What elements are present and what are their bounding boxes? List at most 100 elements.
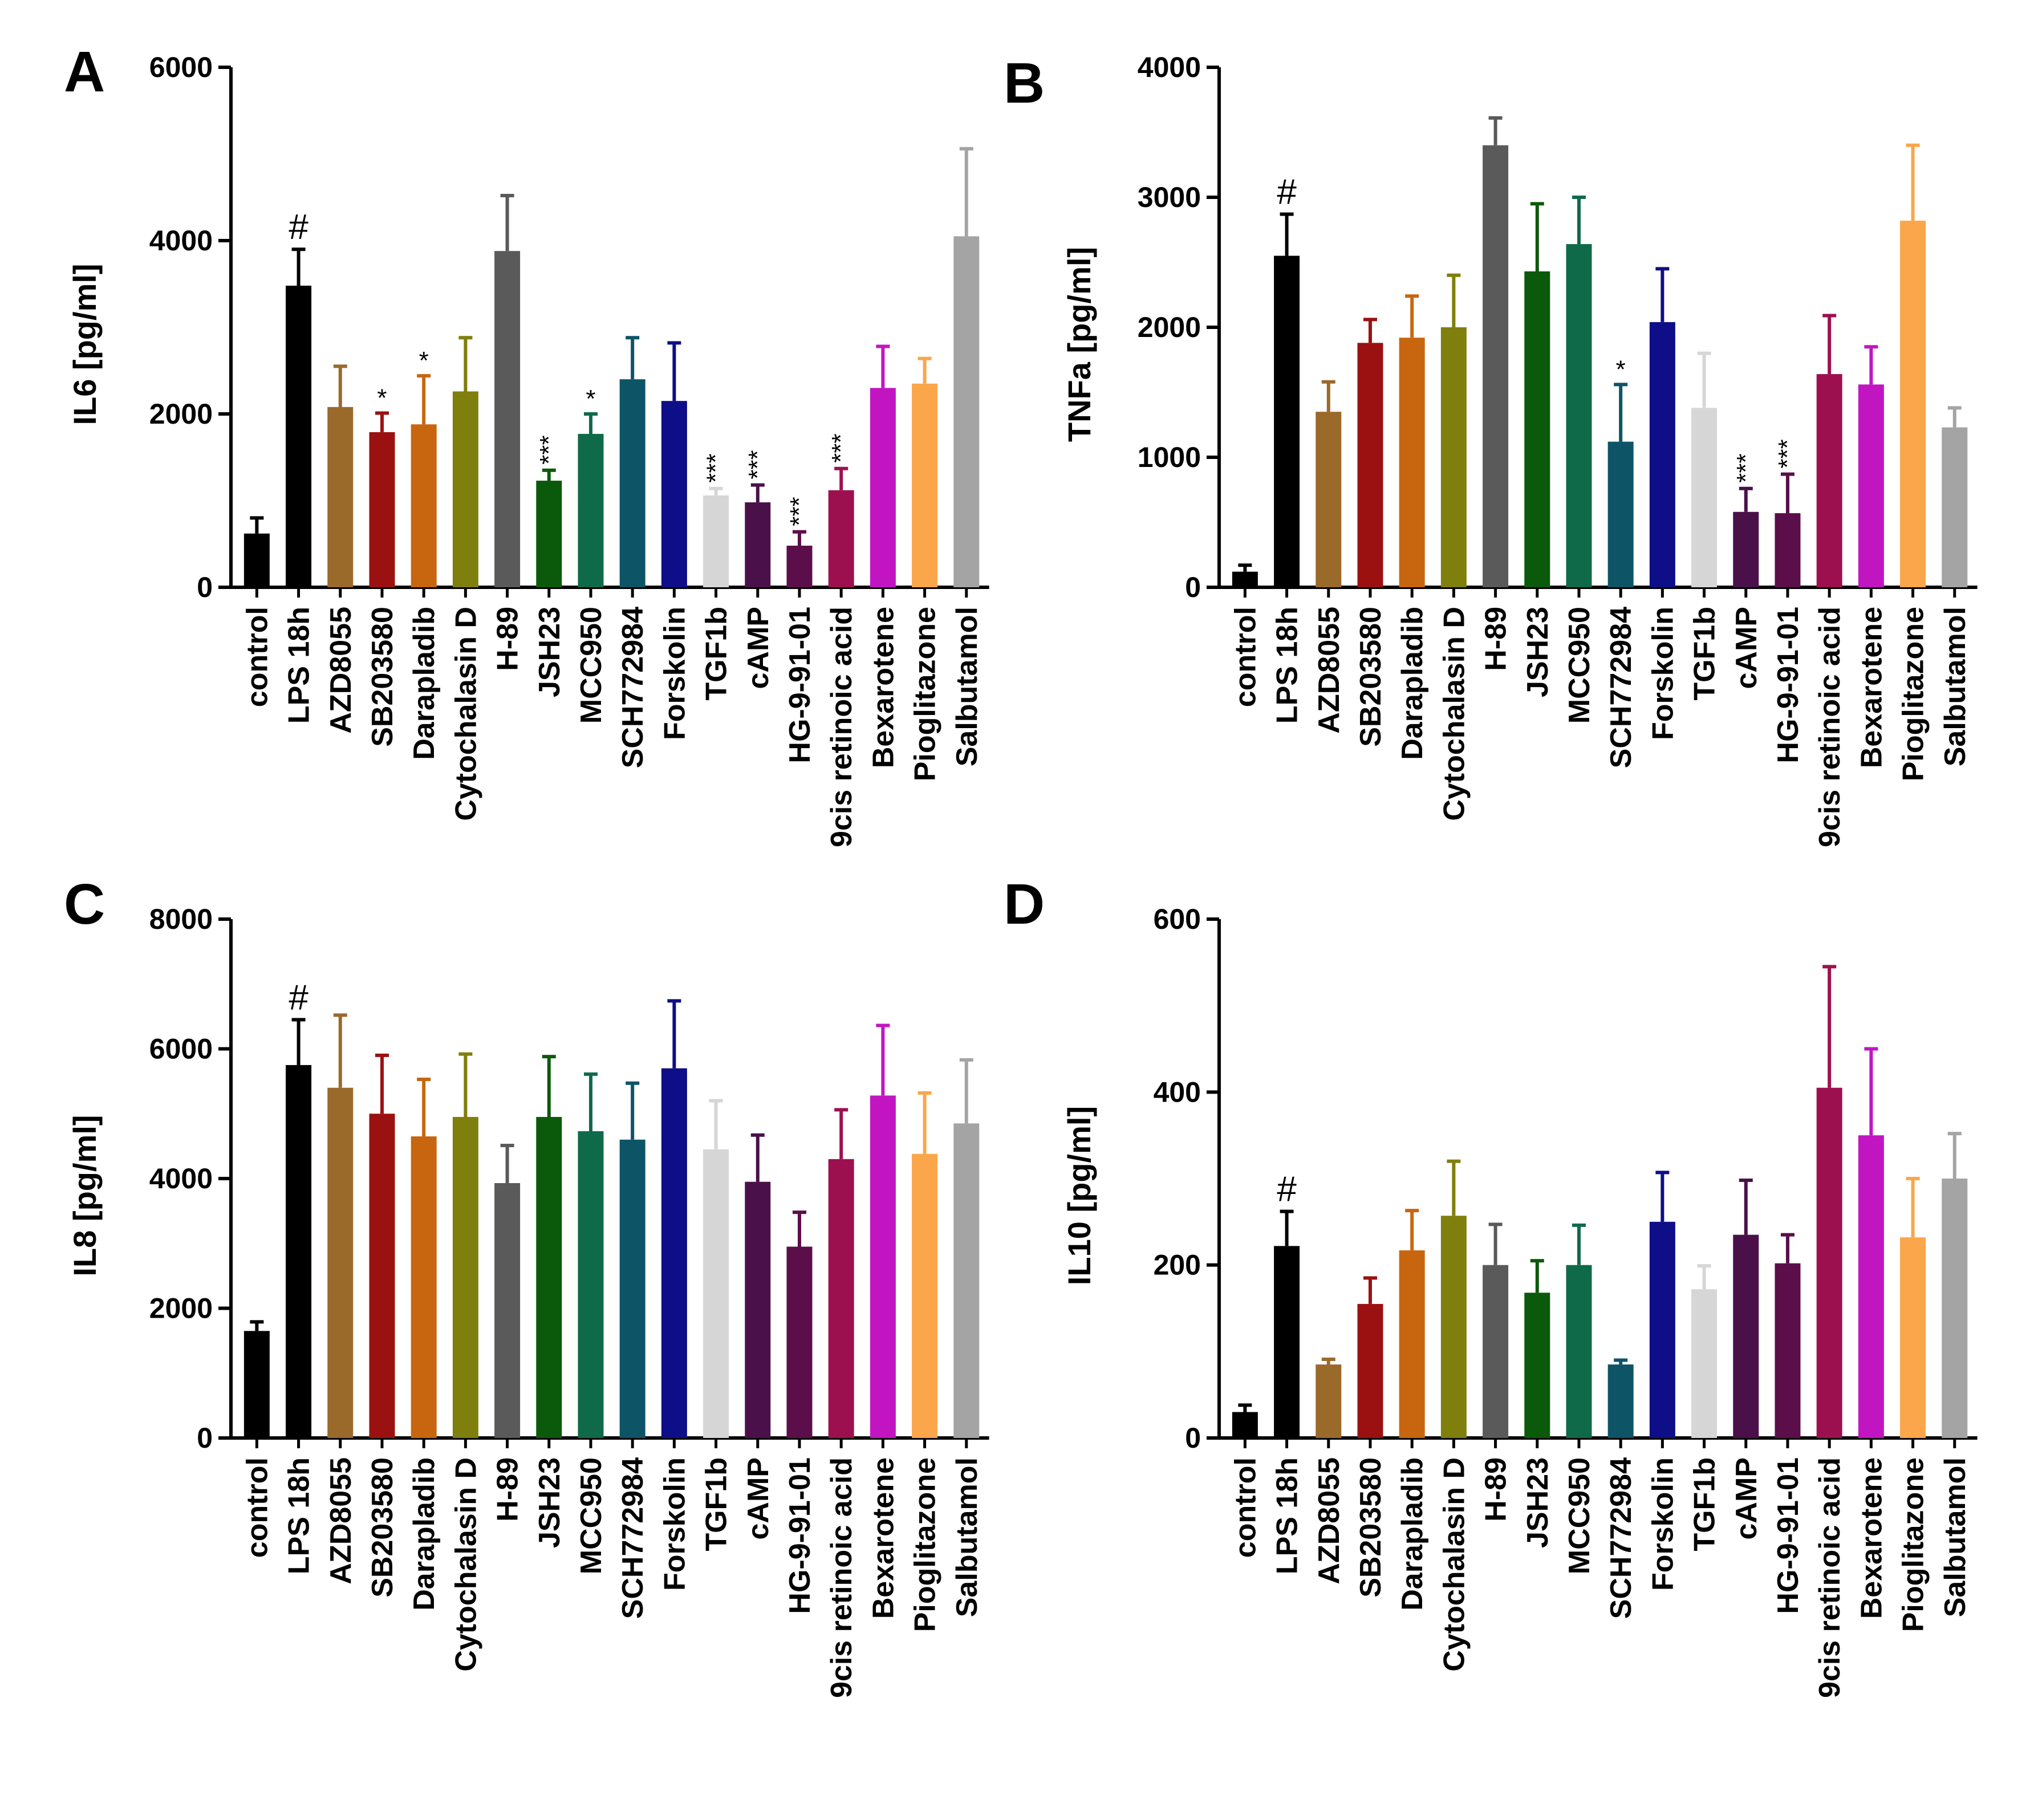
x-tick-label: Cytochalasin D (449, 607, 482, 821)
y-axis-title: IL10 [pg/ml] (1061, 1106, 1097, 1285)
x-tick-label: Bexarotene (1855, 607, 1888, 768)
bar-sb203580 (1357, 343, 1383, 587)
bar-mcc950 (578, 433, 604, 587)
x-tick-label: control (241, 607, 274, 707)
bar-tgf1b (1691, 1289, 1718, 1438)
bar-bexarotene (870, 1095, 896, 1438)
x-tick-label: Forskolin (1646, 607, 1679, 740)
y-tick-label: 600 (1154, 903, 1201, 935)
bar-9cis-retinoic-acid (828, 1159, 854, 1438)
chart-panel-d: D 0 200 400 600 IL10 [pg/ml] control LPS 18h # AZ… (1004, 872, 1978, 1698)
x-tick-label: Cytochalasin D (1438, 1457, 1471, 1672)
bar-control (243, 533, 270, 587)
bar-salbutamol (1942, 427, 1968, 587)
bar-darapladib (411, 1136, 437, 1438)
x-tick-label: SB203580 (1354, 1457, 1387, 1598)
x-tick-label: Salbutamol (951, 607, 984, 766)
bar-jsh23 (536, 1116, 562, 1438)
bar-cytochalasin-d (1440, 327, 1467, 587)
x-tick-label: Pioglitazone (909, 607, 942, 781)
y-tick-label: 4000 (1138, 51, 1201, 83)
bar-mcc950 (1566, 244, 1592, 588)
bar-tgf1b (1691, 408, 1718, 587)
x-tick-label: Forskolin (658, 1457, 691, 1591)
bar-sch772984 (1607, 441, 1634, 587)
bar-bexarotene (870, 388, 896, 587)
x-tick-label: SCH772984 (1605, 607, 1638, 768)
bar-salbutamol (1942, 1179, 1968, 1438)
bar-lps-18h (286, 286, 312, 587)
x-tick-label: SB203580 (366, 1457, 399, 1598)
bar-camp (1733, 511, 1759, 587)
y-axis-title: TNFa [pg/ml] (1061, 247, 1097, 442)
x-tick-label: H-89 (1480, 1457, 1513, 1522)
bar-jsh23 (1524, 1293, 1550, 1438)
x-tick-label: SB203580 (366, 607, 399, 747)
x-tick-label: H-89 (1480, 607, 1513, 671)
x-tick-label: control (1229, 607, 1262, 707)
x-tick-label: HG-9-91-01 (783, 1457, 817, 1614)
y-tick-label: 4000 (149, 1163, 213, 1195)
significance-marker: *** (702, 453, 730, 482)
bar-hg-9-91-01 (1775, 1263, 1801, 1438)
bar-sch772984 (1607, 1364, 1634, 1438)
bar-camp (745, 502, 771, 587)
bar-azd8055 (327, 407, 354, 587)
x-tick-label: Pioglitazone (1897, 607, 1930, 781)
bar-cytochalasin-d (1440, 1216, 1467, 1438)
bar-azd8055 (327, 1087, 354, 1438)
significance-marker: * (1616, 355, 1626, 383)
significance-marker: *** (1773, 439, 1801, 468)
significance-marker: # (1277, 173, 1297, 212)
bar-h-89 (494, 1183, 521, 1438)
bar-bexarotene (1858, 384, 1884, 587)
y-tick-label: 6000 (149, 51, 213, 83)
bar-lps-18h (1274, 255, 1300, 588)
bar-salbutamol (953, 1123, 980, 1438)
x-tick-label: LPS 18h (283, 1457, 316, 1574)
bar-pioglitazone (1900, 1237, 1926, 1438)
y-tick-label: 1000 (1138, 441, 1201, 473)
bar-sb203580 (369, 432, 395, 587)
bar-tgf1b (703, 495, 729, 587)
x-tick-label: HG-9-91-01 (1772, 607, 1805, 763)
bar-9cis-retinoic-acid (828, 490, 854, 587)
x-tick-label: SCH772984 (616, 1457, 649, 1619)
bar-forskolin (1649, 322, 1675, 587)
bar-jsh23 (1524, 271, 1550, 588)
x-tick-label: Forskolin (658, 607, 691, 740)
x-tick-label: JSH23 (533, 1457, 566, 1548)
bar-hg-9-91-01 (786, 546, 813, 587)
bar-lps-18h (286, 1065, 312, 1438)
bar-forskolin (1649, 1221, 1675, 1438)
x-tick-label: SB203580 (1354, 607, 1387, 747)
x-tick-label: HG-9-91-01 (783, 607, 817, 763)
x-tick-label: TGF1b (1688, 607, 1722, 701)
bar-lps-18h (1274, 1246, 1300, 1438)
x-tick-label: Pioglitazone (1897, 1457, 1930, 1632)
x-tick-label: Pioglitazone (909, 1457, 942, 1632)
bar-h-89 (1483, 1265, 1509, 1438)
bar-h-89 (1483, 145, 1509, 588)
significance-marker: *** (785, 497, 813, 526)
x-tick-label: MCC950 (1563, 1457, 1596, 1574)
x-tick-label: 9cis retinoic acid (825, 607, 858, 847)
x-tick-label: control (241, 1457, 274, 1558)
bar-forskolin (661, 1068, 687, 1438)
bar-control (1232, 571, 1258, 587)
y-tick-label: 0 (1185, 1422, 1201, 1454)
y-tick-label: 3000 (1138, 181, 1201, 213)
x-tick-label: JSH23 (1521, 607, 1554, 697)
bar-pioglitazone (1900, 221, 1926, 587)
y-tick-label: 0 (197, 571, 213, 603)
chart-panel-b: B 0 1000 2000 3000 4000 TNFa [pg/ml] control LPS… (1004, 51, 1978, 847)
y-axis-title: IL8 [pg/ml] (67, 1115, 103, 1276)
bar-azd8055 (1316, 1364, 1342, 1438)
significance-marker: * (419, 347, 429, 375)
x-tick-label: SCH772984 (616, 607, 649, 768)
significance-marker: *** (827, 433, 855, 462)
bar-jsh23 (536, 481, 562, 587)
y-tick-label: 2000 (149, 398, 213, 430)
bar-darapladib (411, 424, 437, 587)
